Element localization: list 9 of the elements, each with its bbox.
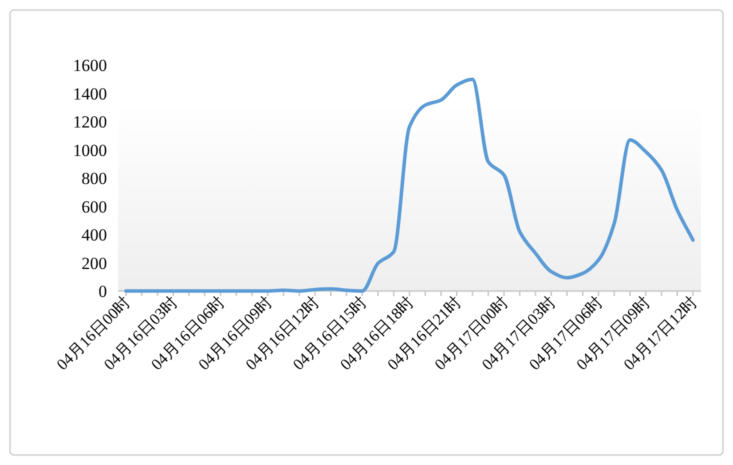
y-tick-label: 1000: [73, 140, 107, 160]
y-tick-label: 1200: [73, 112, 107, 132]
y-tick-label: 1600: [73, 56, 107, 75]
y-tick-label: 200: [82, 254, 107, 273]
y-tick-label: 600: [82, 197, 107, 216]
y-tick-label: 800: [82, 169, 107, 188]
y-tick-label: 0: [98, 282, 107, 301]
y-tick-label: 400: [82, 226, 107, 244]
y-tick-label: 1400: [73, 84, 107, 104]
